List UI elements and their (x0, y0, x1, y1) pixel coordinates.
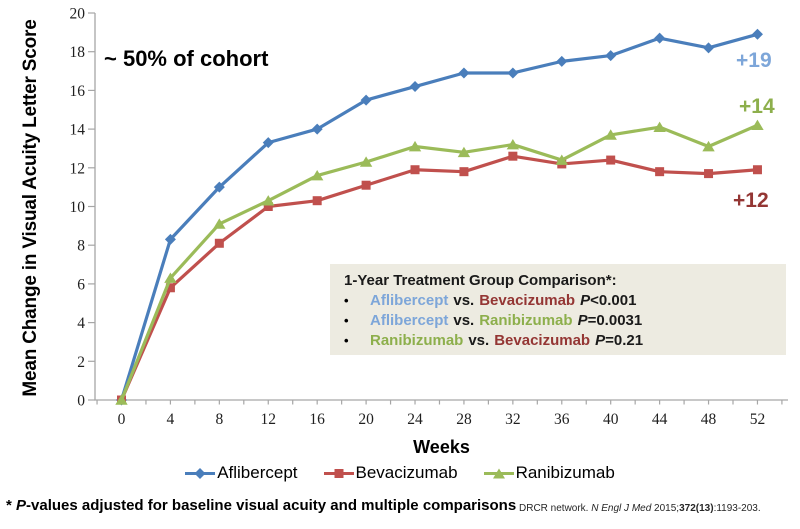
drug-name-bevacizumab: Bevacizumab (479, 292, 576, 309)
svg-text:48: 48 (701, 411, 717, 428)
vs-text: vs. (453, 312, 475, 329)
svg-text:20: 20 (70, 6, 86, 23)
svg-text:4: 4 (77, 315, 85, 332)
comparison-box-title: 1-Year Treatment Group Comparison*: (344, 272, 617, 289)
comparison-row: • Ranibizumab vs. Bevacizumab P=0.21 (344, 331, 786, 350)
legend-item-bevacizumab: Bevacizumab (323, 463, 458, 483)
svg-text:8: 8 (77, 238, 85, 255)
legend-item-ranibizumab: Ranibizumab (483, 463, 615, 483)
svg-text:16: 16 (309, 411, 325, 428)
drug-name-aflibercept: Aflibercept (370, 312, 449, 329)
citation-journal: N Engl J Med (591, 503, 652, 514)
legend-label: Ranibizumab (515, 463, 615, 482)
svg-text:44: 44 (652, 411, 668, 428)
svg-text:28: 28 (456, 411, 472, 428)
footnote-text: -values adjusted for baseline visual acu… (26, 497, 517, 514)
svg-text:52: 52 (750, 411, 766, 428)
svg-text:24: 24 (407, 411, 423, 428)
citation: DRCR network. N Engl J Med 2015;372(13):… (519, 503, 761, 514)
vs-text: vs. (468, 332, 490, 349)
p-value: P=0.21 (595, 331, 643, 350)
svg-text:12: 12 (261, 411, 277, 428)
y-axis-title: Mean Change in Visual Acuity Letter Scor… (20, 19, 41, 397)
x-axis-title: Weeks (413, 437, 470, 457)
p-symbol: P (580, 292, 591, 309)
legend-item-aflibercept: Aflibercept (185, 463, 298, 483)
footnote-p-symbol: P (16, 497, 27, 514)
axes (88, 12, 788, 405)
vs-text: vs. (453, 292, 475, 309)
triangle-marker-icon (483, 468, 514, 478)
citation-year: 2015; (651, 503, 680, 514)
p-symbol: P (595, 332, 606, 349)
series-ranibizumab (115, 119, 764, 405)
drug-name-ranibizumab: Ranibizumab (370, 332, 464, 349)
p-symbol: P (577, 312, 588, 329)
comparison-row: • Aflibercept vs. Ranibizumab P=0.0031 (344, 311, 786, 330)
svg-text:32: 32 (505, 411, 521, 428)
p-number: <0.001 (590, 292, 637, 309)
p-number: =0.0031 (587, 312, 643, 329)
footnote-marker: * (6, 497, 17, 514)
legend-label: Aflibercept (217, 463, 298, 482)
svg-text:4: 4 (167, 411, 175, 428)
drug-name-ranibizumab: Ranibizumab (479, 312, 573, 329)
svg-text:36: 36 (554, 411, 570, 428)
svg-text:0: 0 (118, 411, 126, 428)
comparison-row: • Aflibercept vs. Bevacizumab P<0.001 (344, 291, 786, 310)
citation-volume: 372(13) (679, 503, 714, 514)
series-bevacizumab (117, 151, 762, 405)
svg-text:12: 12 (70, 160, 86, 177)
svg-text:2: 2 (77, 354, 85, 371)
svg-text:18: 18 (70, 44, 86, 61)
svg-text:8: 8 (215, 411, 223, 428)
citation-pages: :1193-203. (713, 503, 761, 514)
p-number: =0.21 (605, 332, 644, 349)
bullet-icon: • (344, 333, 349, 348)
end-label-ranibizumab: +14 (739, 95, 775, 118)
citation-prefix: DRCR network. (519, 503, 592, 514)
end-label-bevacizumab: +12 (733, 189, 769, 212)
svg-text:6: 6 (77, 276, 85, 293)
svg-text:10: 10 (70, 199, 86, 216)
drug-name-bevacizumab: Bevacizumab (494, 332, 591, 349)
p-value: P=0.0031 (578, 311, 643, 330)
svg-text:20: 20 (358, 411, 374, 428)
square-marker-icon (323, 468, 354, 478)
diamond-marker-icon (185, 467, 216, 479)
cohort-annotation: ~ 50% of cohort (104, 46, 269, 71)
svg-text:0: 0 (77, 393, 85, 410)
svg-text:40: 40 (603, 411, 619, 428)
bullet-icon: • (344, 313, 349, 328)
bullet-icon: • (344, 293, 349, 308)
svg-text:16: 16 (70, 83, 86, 100)
p-value: P<0.001 (580, 291, 636, 310)
comparison-box: 1-Year Treatment Group Comparison*: • Af… (330, 264, 786, 355)
drug-name-aflibercept: Aflibercept (370, 292, 449, 309)
svg-text:14: 14 (70, 122, 86, 139)
end-label-aflibercept: +19 (736, 49, 772, 72)
legend-label: Bevacizumab (355, 463, 458, 482)
footnote: * P-values adjusted for baseline visual … (6, 497, 516, 514)
legend: Aflibercept Bevacizumab Ranibizumab (0, 463, 800, 483)
